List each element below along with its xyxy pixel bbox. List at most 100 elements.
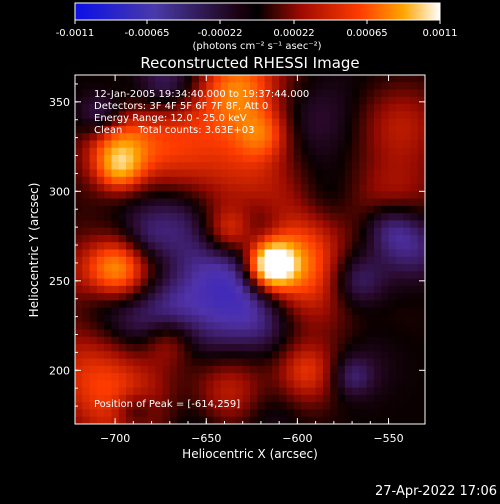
heatmap-cell bbox=[96, 249, 105, 258]
heatmap-cell bbox=[264, 373, 273, 381]
heatmap-cell bbox=[104, 394, 113, 403]
heatmap-cell bbox=[111, 184, 120, 192]
heatmap-cell bbox=[381, 271, 390, 280]
heatmap-cell bbox=[104, 329, 113, 338]
heatmap-cell bbox=[220, 380, 229, 389]
heatmap-cell bbox=[381, 314, 390, 323]
heatmap-cell bbox=[381, 75, 390, 83]
heatmap-cell bbox=[75, 198, 83, 207]
heatmap-cell bbox=[250, 278, 258, 287]
heatmap-cell bbox=[279, 256, 288, 265]
heatmap-cell bbox=[403, 125, 412, 134]
heatmap-cell bbox=[373, 118, 382, 127]
heatmap-cell bbox=[388, 198, 397, 207]
heatmap-cell bbox=[410, 125, 419, 134]
heatmap-cell bbox=[322, 249, 331, 258]
heatmap-cell bbox=[133, 409, 142, 418]
heatmap-cell bbox=[140, 249, 149, 258]
heatmap-cell bbox=[279, 133, 288, 142]
heatmap-cell bbox=[344, 242, 353, 251]
heatmap-cell bbox=[293, 198, 302, 207]
heatmap-cell bbox=[279, 176, 288, 185]
heatmap-cell bbox=[104, 234, 113, 243]
heatmap-cell bbox=[198, 285, 207, 294]
heatmap-cell bbox=[155, 416, 164, 424]
heatmap-cell bbox=[381, 285, 390, 294]
heatmap-cell bbox=[198, 220, 207, 229]
heatmap-cell bbox=[206, 133, 215, 142]
heatmap-cell bbox=[169, 89, 178, 98]
heatmap-cell bbox=[373, 358, 382, 367]
heatmap-cell bbox=[177, 344, 185, 352]
heatmap-cell bbox=[410, 351, 419, 360]
heatmap-cell bbox=[228, 111, 237, 120]
heatmap-cell bbox=[213, 96, 222, 105]
heatmap-cell bbox=[279, 271, 288, 280]
heatmap-cell bbox=[366, 111, 375, 120]
heatmap-cell bbox=[118, 300, 127, 309]
heatmap-cell bbox=[315, 256, 324, 265]
heatmap-cell bbox=[264, 307, 273, 316]
heatmap-cell bbox=[366, 104, 375, 112]
heatmap-cell bbox=[308, 300, 317, 309]
heatmap-cell bbox=[147, 234, 156, 243]
heatmap-cell bbox=[403, 336, 412, 345]
heatmap-cell bbox=[293, 111, 302, 120]
heatmap-cell bbox=[330, 293, 339, 301]
heatmap-cell bbox=[162, 293, 171, 301]
heatmap-cell bbox=[403, 205, 412, 214]
heatmap-cell bbox=[250, 322, 258, 331]
heatmap-cell bbox=[359, 358, 368, 367]
heatmap-cell bbox=[359, 416, 368, 424]
heatmap-cell bbox=[330, 133, 339, 142]
heatmap-cell bbox=[250, 314, 258, 323]
heatmap-cell bbox=[184, 373, 193, 381]
heatmap-cell bbox=[337, 184, 346, 192]
heatmap-cell bbox=[337, 242, 346, 251]
heatmap-cell bbox=[184, 75, 193, 83]
heatmap-cell bbox=[118, 96, 127, 105]
heatmap-cell bbox=[242, 96, 251, 105]
heatmap-cell bbox=[111, 82, 120, 91]
heatmap-cell bbox=[177, 184, 185, 192]
heatmap-cell bbox=[330, 89, 339, 98]
heatmap-cell bbox=[279, 147, 288, 156]
heatmap-cell bbox=[133, 227, 142, 236]
heatmap-cell bbox=[381, 336, 390, 345]
heatmap-cell bbox=[235, 402, 244, 411]
heatmap-cell bbox=[417, 358, 425, 367]
heatmap-cell bbox=[89, 402, 98, 411]
heatmap-cell bbox=[89, 118, 98, 127]
heatmap-cell bbox=[75, 307, 83, 316]
heatmap-cell bbox=[322, 220, 331, 229]
heatmap-cell bbox=[271, 162, 280, 171]
heatmap-cell bbox=[228, 285, 237, 294]
heatmap-cell bbox=[169, 227, 178, 236]
heatmap-cell bbox=[388, 285, 397, 294]
heatmap-cell bbox=[337, 104, 346, 112]
heatmap-cell bbox=[315, 242, 324, 251]
heatmap-cell bbox=[373, 394, 382, 403]
heatmap-cell bbox=[111, 365, 120, 374]
heatmap-cell bbox=[293, 133, 302, 142]
heatmap-cell bbox=[191, 234, 200, 243]
heatmap-cell bbox=[322, 205, 331, 214]
heatmap-cell bbox=[133, 220, 142, 229]
heatmap-cell bbox=[169, 307, 178, 316]
heatmap-cell bbox=[286, 300, 295, 309]
heatmap-cell bbox=[96, 96, 105, 105]
heatmap-cell bbox=[228, 387, 237, 396]
heatmap-cell bbox=[417, 380, 425, 389]
heatmap-cell bbox=[308, 394, 317, 403]
heatmap-cell bbox=[235, 307, 244, 316]
heatmap-cell bbox=[388, 147, 397, 156]
heatmap-cell bbox=[89, 416, 98, 424]
heatmap-cell bbox=[293, 220, 302, 229]
heatmap-cell bbox=[250, 133, 258, 142]
heatmap-cell bbox=[126, 82, 134, 91]
heatmap-cell bbox=[403, 394, 412, 403]
heatmap-cell bbox=[184, 104, 193, 112]
heatmap-cell bbox=[359, 198, 368, 207]
heatmap-cell bbox=[403, 118, 412, 127]
heatmap-cell bbox=[206, 154, 215, 163]
